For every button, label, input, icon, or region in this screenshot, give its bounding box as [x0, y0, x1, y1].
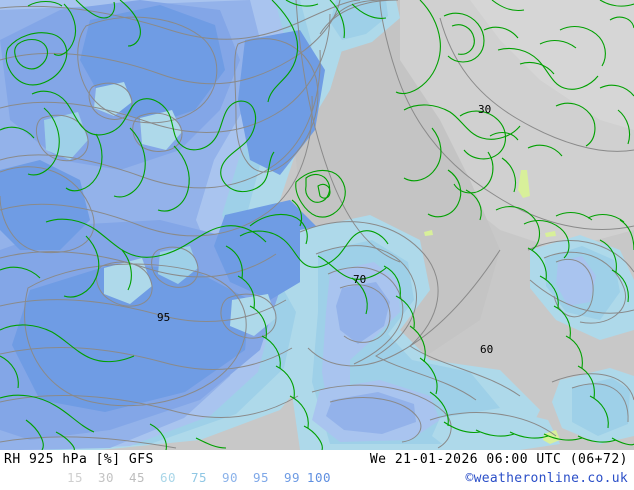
coastlines-and-borders [0, 0, 634, 450]
fill-rh90-east-a [556, 256, 596, 306]
fill-rh100-core-d [214, 200, 320, 300]
map-svg [0, 0, 634, 450]
contour-label-30: 30 [478, 103, 492, 116]
scale-step-15: 15 [66, 470, 83, 485]
contour-label-95: 95 [157, 311, 171, 324]
contour-label-60: 60 [480, 343, 494, 356]
model-run-info: We 21-01-2026 06:00 UTC (06+72) [369, 452, 628, 467]
fill-rh95-south [336, 282, 390, 344]
scale-step-45: 45 [128, 470, 145, 485]
fill-dry-spot-a [518, 170, 530, 198]
fill-rh75-east-b [572, 378, 630, 436]
fill-pocket-c [104, 258, 152, 304]
scale-step-60: 60 [159, 470, 176, 485]
map-footer: RH 925 hPa [%] GFS 15 30 45 60 75 90 95 99 100 W… [0, 450, 634, 490]
contour-label-70: 70 [353, 273, 367, 286]
fill-pocket-b [44, 112, 88, 160]
color-scale-legend: 15 30 45 60 75 90 95 99 100 [55, 470, 334, 485]
scale-step-90: 90 [221, 470, 238, 485]
fill-dry-spot-d [424, 230, 433, 236]
fill-rh100-core-b [12, 265, 250, 412]
fill-rh95-south-b [326, 392, 416, 434]
scale-step-75: 75 [190, 470, 207, 485]
fill-rh60-east-c [432, 408, 560, 450]
fill-pocket-d [158, 246, 198, 284]
scale-step-95: 95 [252, 470, 269, 485]
scale-step-100: 100 [306, 470, 331, 485]
product-title: RH 925 hPa [%] GFS [4, 452, 154, 467]
fill-pocket-e [94, 82, 132, 116]
weather-map-canvas[interactable]: 30 70 60 95 [0, 0, 634, 450]
fill-rh100-nw [0, 160, 90, 250]
copyright-notice[interactable]: ©weatheronline.co.uk [465, 471, 628, 486]
scale-step-30: 30 [97, 470, 114, 485]
fill-dry-spot-c [545, 231, 556, 237]
scale-step-99: 99 [283, 470, 300, 485]
